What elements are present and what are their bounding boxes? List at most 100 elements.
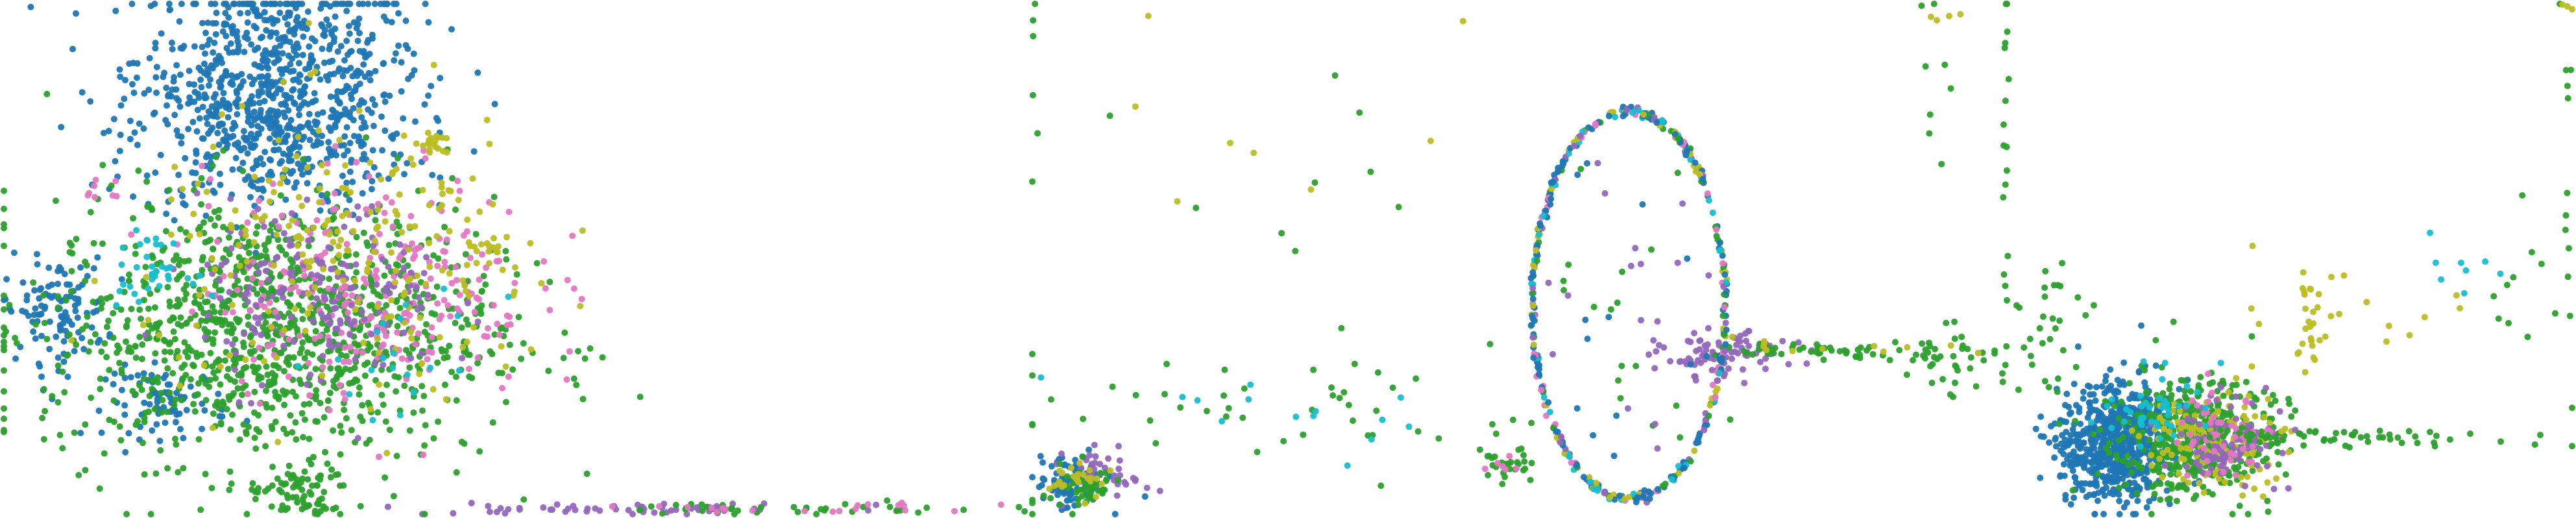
data-point xyxy=(236,436,243,443)
data-point xyxy=(2114,376,2121,384)
data-point xyxy=(430,62,437,69)
data-point xyxy=(1641,487,1648,494)
data-point xyxy=(2270,391,2276,399)
data-point xyxy=(131,129,138,136)
data-point xyxy=(1740,348,1747,355)
data-point xyxy=(1714,385,1721,392)
data-point xyxy=(226,234,232,241)
data-point xyxy=(167,6,174,13)
data-point xyxy=(265,378,273,385)
data-point xyxy=(494,321,501,327)
data-point xyxy=(159,397,166,404)
data-point xyxy=(332,1,339,7)
data-point xyxy=(374,303,381,310)
data-point xyxy=(338,329,345,336)
data-point xyxy=(173,62,180,69)
data-point xyxy=(354,299,361,306)
data-point xyxy=(258,280,265,287)
data-point xyxy=(1943,319,1950,327)
data-point xyxy=(106,367,113,374)
data-point xyxy=(60,338,67,345)
data-point xyxy=(329,344,336,351)
data-point xyxy=(268,285,275,292)
data-point xyxy=(252,314,259,321)
data-point xyxy=(189,119,197,125)
data-point xyxy=(2137,322,2145,329)
data-point xyxy=(1625,493,1633,500)
data-point xyxy=(275,146,282,153)
data-point xyxy=(367,77,374,84)
data-point xyxy=(32,321,39,328)
data-point xyxy=(564,277,571,284)
data-point xyxy=(343,241,350,248)
data-point xyxy=(165,341,173,348)
data-point xyxy=(1553,428,1560,435)
data-point xyxy=(172,436,178,443)
data-point xyxy=(39,415,46,421)
data-point xyxy=(2107,454,2113,462)
data-point xyxy=(126,344,132,351)
data-point xyxy=(1,205,7,212)
data-point xyxy=(232,154,239,162)
data-point xyxy=(211,308,218,315)
data-point xyxy=(370,123,377,129)
data-point xyxy=(437,75,444,82)
data-point xyxy=(249,275,256,282)
data-point xyxy=(1219,417,1226,425)
data-point xyxy=(322,296,329,303)
data-point xyxy=(1574,462,1581,469)
data-point xyxy=(1651,421,1659,428)
data-point xyxy=(321,59,328,66)
data-point xyxy=(189,280,197,288)
data-point xyxy=(330,506,337,513)
data-point xyxy=(227,272,234,279)
data-point xyxy=(319,109,326,116)
data-point xyxy=(375,309,382,316)
data-point xyxy=(2071,494,2078,501)
data-point xyxy=(637,393,644,401)
data-point xyxy=(1582,316,1589,323)
data-point xyxy=(284,299,291,306)
data-point xyxy=(324,460,331,467)
data-point xyxy=(306,502,313,509)
data-point xyxy=(369,35,376,42)
data-point xyxy=(1535,231,1542,238)
data-point xyxy=(187,383,194,390)
data-point xyxy=(446,228,453,235)
data-point xyxy=(388,297,395,304)
data-point xyxy=(401,382,408,389)
data-point xyxy=(309,351,316,358)
data-point xyxy=(306,43,313,50)
data-point xyxy=(583,508,590,515)
data-point xyxy=(373,281,380,288)
data-point xyxy=(370,288,377,295)
data-point xyxy=(136,334,143,341)
data-point xyxy=(201,286,208,293)
data-point xyxy=(60,358,67,365)
data-point xyxy=(354,38,361,44)
data-point xyxy=(452,319,459,327)
data-point xyxy=(199,162,206,169)
data-point xyxy=(1535,371,1542,378)
data-point xyxy=(2080,395,2087,402)
data-point xyxy=(191,88,199,95)
data-point xyxy=(347,189,354,196)
data-point xyxy=(2107,467,2114,474)
data-point xyxy=(276,323,284,330)
data-point xyxy=(290,77,297,84)
data-point xyxy=(313,387,320,394)
data-point xyxy=(2083,428,2090,436)
data-point xyxy=(179,186,186,193)
data-point xyxy=(306,264,313,271)
data-point xyxy=(199,103,206,110)
data-point xyxy=(207,350,214,356)
data-point xyxy=(210,410,217,417)
data-point xyxy=(1705,325,1712,332)
data-point xyxy=(85,348,92,355)
data-point xyxy=(384,503,391,510)
data-point xyxy=(385,241,393,249)
data-point xyxy=(336,382,343,389)
data-point xyxy=(428,310,435,317)
data-point xyxy=(300,156,307,163)
data-point xyxy=(342,291,349,299)
